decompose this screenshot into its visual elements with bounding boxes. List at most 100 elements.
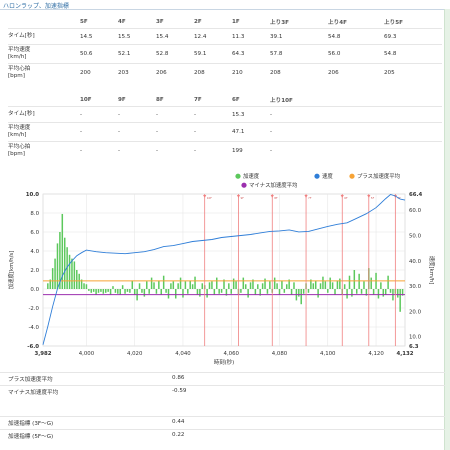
accel-bar [399,289,401,312]
accel-bar [90,289,93,293]
accel-bar [216,277,218,289]
accel-bar [355,289,358,294]
accel-bar [358,273,360,289]
accel-bar [208,282,211,289]
accel-bar [360,289,363,294]
y-right-tick-label: 50.0 [409,233,422,239]
accel-bar [80,279,83,289]
accel-bar [71,258,73,289]
x-tick-label: 4,000 [79,351,95,357]
table-cell: 14.5 [80,28,118,45]
y-left-tick-label: -2.0 [28,306,39,312]
scroll-edge[interactable] [444,9,450,450]
y-left-tick-label: 8.0 [30,211,39,217]
accel-bar [363,281,365,289]
column-header: 4F [118,19,126,25]
accel-bar [211,281,213,289]
accel-bar [387,275,389,289]
accel-bar [389,289,392,293]
furlong-marker-label: 7F [308,196,312,200]
table-cell: - [270,141,442,160]
column-header: 8F [156,97,164,103]
table-header-row: 5F 4F 3F 2F 1F 上り3F 上り4F 上り5F [8,16,442,29]
accel-bar [240,289,242,293]
accel-bar [85,284,88,289]
x-tick-label: 4,060 [224,351,240,357]
legend-swatch [241,182,247,188]
furlong-marker-label: 5F [371,196,375,200]
table-row: 平均心拍 [bpm] 200 203 206 208 210 208 206 205 [8,63,442,82]
x-tick-label: 4,080 [272,351,288,357]
table-row: 平均速度 [km/h] 50.6 52.1 52.8 59.1 64.3 57.8 56.0 5… [8,44,442,64]
accel-bar [288,279,290,289]
accel-bar [225,289,228,296]
table-cell: - [270,122,442,142]
accel-bar [78,273,80,289]
accel-bar [300,289,302,305]
table-cell: 199 [232,141,270,160]
accel-bar [302,289,305,294]
summary-value: 0.44 [172,419,185,425]
accel-bar [129,289,131,293]
accel-bar [235,281,237,289]
accel-bar [179,277,182,289]
accel-bar [83,283,85,289]
accel-bar [68,254,71,289]
row-label: 平均速度 [km/h] [8,44,80,64]
y-left-tick-label: -6.0 [27,344,39,350]
column-header: 7F [194,97,202,103]
accel-bar [247,289,249,298]
table-cell: 203 [118,63,156,82]
column-header: 上り10F [270,98,293,104]
accel-bar [174,289,177,299]
accel-bar [117,289,119,294]
x-tick-label: 4,100 [320,351,336,357]
table-row: タイム[秒] 14.5 15.5 15.4 12.4 11.3 39.1 54.8 69.3 [8,28,442,45]
accel-bar [252,279,254,289]
table-cell: 208 [194,63,232,82]
summary-label: マイナス加速度平均 [8,390,59,396]
summary-row: 加速指標 (5F〜G) 0.22 [0,429,445,441]
accel-bar [380,282,382,289]
accel-bar [353,270,356,289]
accel-bar [112,286,114,289]
column-header: 上り5F [384,20,403,26]
column-header: 9F [118,97,126,103]
table-cell: 200 [80,63,118,82]
accel-bar [63,237,66,289]
accel-bar [172,281,175,289]
accel-bar [322,276,324,289]
table-cell: 15.4 [156,28,194,45]
summary-value: 0.22 [172,432,185,438]
accel-bar [346,289,348,299]
accel-bar [228,283,230,289]
accel-bar [104,289,107,293]
furlong-marker-flag [367,195,371,198]
accel-bar [331,282,334,289]
accel-bar [319,283,322,289]
accel-bar [348,275,351,289]
table-cell: 206 [156,63,194,82]
accel-bar [201,283,204,289]
accel-bar [95,289,97,295]
splits-table-2: 10F 9F 8F 7F 6F 上り10F タイム[秒] - - - -15.3- 平均速度 [km/… [8,94,442,160]
accel-bar [165,289,167,293]
accel-bar [242,277,245,289]
accel-bar [102,289,105,294]
table-cell: 54.8 [328,28,384,45]
table-cell: - [118,141,156,160]
accel-bar [49,279,51,289]
summary-value: 0.86 [172,375,185,381]
column-header: 10F [80,97,92,103]
accel-bar [213,289,216,295]
summary-row: マイナス加速度平均 -0.59 [0,385,445,397]
accel-bar [143,289,146,297]
accel-bar [158,280,160,289]
accel-bar [150,277,153,289]
row-label: タイム[秒] [8,28,80,45]
furlong-marker-flag [340,195,344,198]
row-label: 平均速度 [km/h] [8,122,80,142]
accel-bar [230,289,232,294]
accel-bar [324,281,327,289]
y-right-tick-label: 20.0 [409,309,422,315]
